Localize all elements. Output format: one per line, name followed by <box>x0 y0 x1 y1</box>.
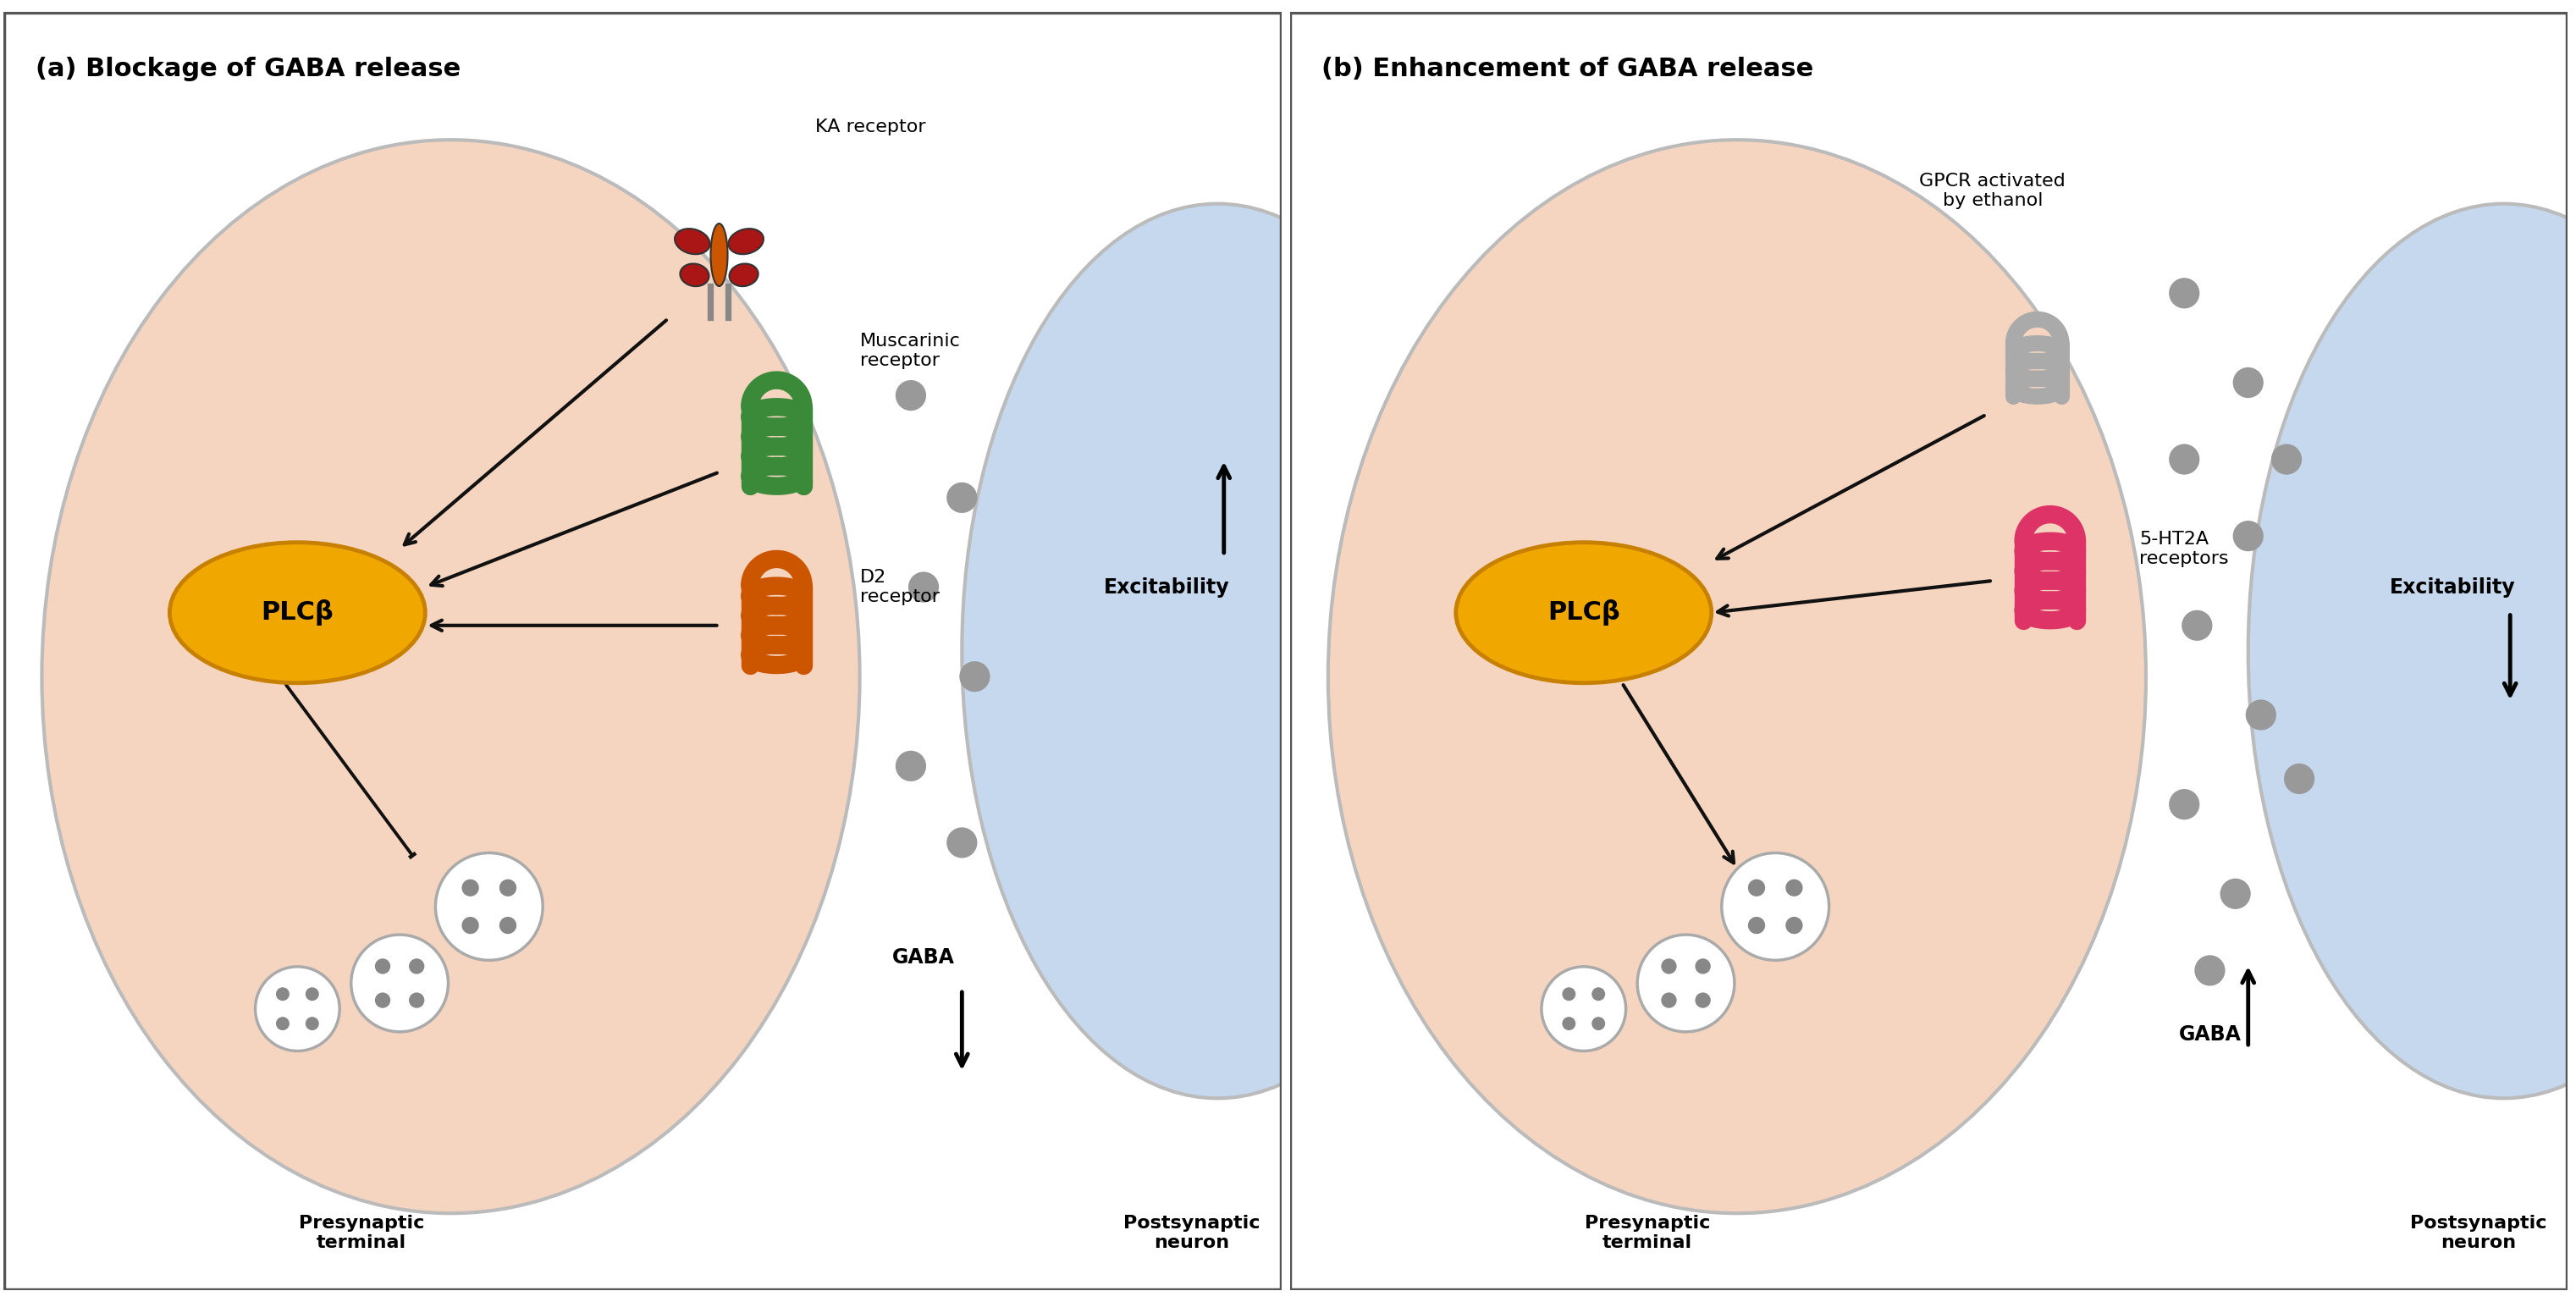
Circle shape <box>376 958 392 974</box>
Circle shape <box>2169 444 2200 475</box>
Circle shape <box>2221 879 2251 909</box>
Circle shape <box>1561 1017 1577 1030</box>
Circle shape <box>2233 367 2264 398</box>
Circle shape <box>1540 966 1625 1051</box>
Text: Postsynaptic
neuron: Postsynaptic neuron <box>1123 1215 1260 1251</box>
Circle shape <box>2169 277 2200 309</box>
Circle shape <box>307 987 319 1001</box>
Circle shape <box>2233 521 2264 551</box>
Circle shape <box>410 958 425 974</box>
Circle shape <box>276 1017 289 1030</box>
Circle shape <box>276 987 289 1001</box>
Text: PLCβ: PLCβ <box>1548 599 1620 626</box>
Circle shape <box>435 853 544 961</box>
Ellipse shape <box>2249 203 2576 1099</box>
Circle shape <box>958 661 989 691</box>
Ellipse shape <box>961 203 1473 1099</box>
Circle shape <box>461 879 479 896</box>
Circle shape <box>350 935 448 1031</box>
Circle shape <box>1749 917 1765 934</box>
Circle shape <box>2272 444 2303 475</box>
Circle shape <box>376 992 392 1008</box>
Ellipse shape <box>1329 139 2146 1213</box>
Text: Presynaptic
terminal: Presynaptic terminal <box>299 1215 425 1251</box>
Ellipse shape <box>729 229 762 254</box>
Circle shape <box>1695 992 1710 1008</box>
Circle shape <box>1662 992 1677 1008</box>
Circle shape <box>1638 935 1734 1031</box>
Ellipse shape <box>170 543 425 684</box>
Circle shape <box>500 917 518 934</box>
Circle shape <box>1785 917 1803 934</box>
Text: (a) Blockage of GABA release: (a) Blockage of GABA release <box>36 57 461 81</box>
Circle shape <box>461 917 479 934</box>
Circle shape <box>1749 879 1765 896</box>
Text: (b) Enhancement of GABA release: (b) Enhancement of GABA release <box>1321 57 1814 81</box>
Circle shape <box>896 751 927 781</box>
Ellipse shape <box>729 264 757 286</box>
Circle shape <box>2285 763 2316 794</box>
Text: GABA: GABA <box>891 948 956 967</box>
Circle shape <box>1721 853 1829 961</box>
Text: GPCR activated
by ethanol: GPCR activated by ethanol <box>1919 173 2066 210</box>
Text: Postsynaptic
neuron: Postsynaptic neuron <box>2409 1215 2548 1251</box>
Text: 5-HT2A
receptors: 5-HT2A receptors <box>2141 530 2228 568</box>
Circle shape <box>1785 879 1803 896</box>
Circle shape <box>1695 958 1710 974</box>
Circle shape <box>909 572 938 603</box>
Circle shape <box>2182 611 2213 641</box>
Ellipse shape <box>711 224 726 286</box>
Text: Excitability: Excitability <box>2391 577 2517 598</box>
Ellipse shape <box>1327 137 2148 1216</box>
Ellipse shape <box>1455 543 1710 684</box>
Circle shape <box>945 482 976 513</box>
Ellipse shape <box>41 139 860 1213</box>
Circle shape <box>2195 956 2226 986</box>
Text: GABA: GABA <box>2179 1025 2241 1044</box>
Text: PLCβ: PLCβ <box>260 599 335 626</box>
Circle shape <box>1662 958 1677 974</box>
Ellipse shape <box>680 264 708 286</box>
Circle shape <box>1561 987 1577 1001</box>
Circle shape <box>1592 1017 1605 1030</box>
Circle shape <box>2246 699 2277 730</box>
Text: Muscarinic
receptor: Muscarinic receptor <box>860 332 961 368</box>
Text: Excitability: Excitability <box>1103 577 1229 598</box>
Ellipse shape <box>675 229 711 254</box>
Circle shape <box>255 966 340 1051</box>
Circle shape <box>410 992 425 1008</box>
Circle shape <box>945 827 976 858</box>
Circle shape <box>307 1017 319 1030</box>
Circle shape <box>2169 789 2200 820</box>
Text: Presynaptic
terminal: Presynaptic terminal <box>1584 1215 1710 1251</box>
Text: KA receptor: KA receptor <box>814 118 925 135</box>
Text: D2
receptor: D2 receptor <box>860 569 940 605</box>
Ellipse shape <box>2246 202 2576 1100</box>
Circle shape <box>500 879 518 896</box>
Ellipse shape <box>958 202 1476 1100</box>
Circle shape <box>896 380 927 410</box>
Ellipse shape <box>39 137 863 1216</box>
Circle shape <box>1592 987 1605 1001</box>
